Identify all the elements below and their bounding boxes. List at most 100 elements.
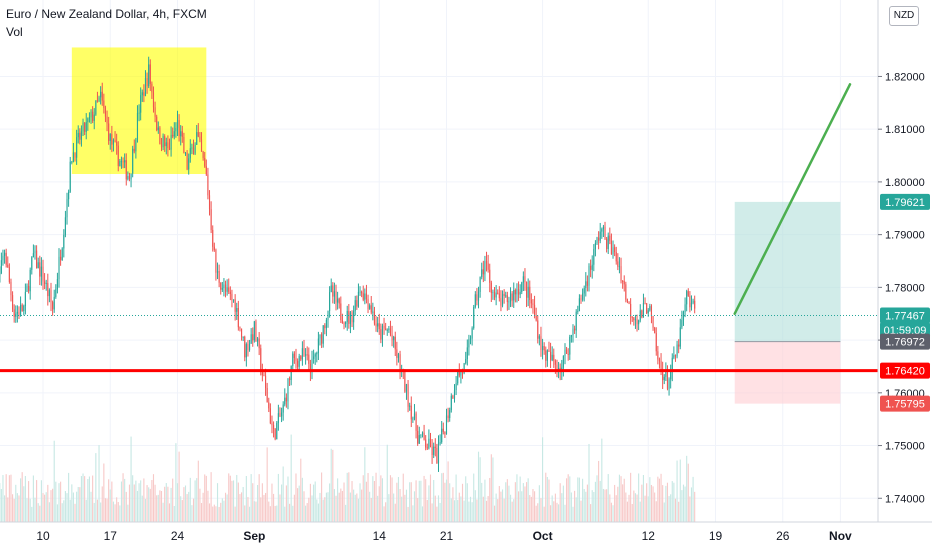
candle-body	[221, 288, 223, 290]
candle-body	[292, 353, 294, 367]
candle-body	[546, 350, 548, 361]
candle-body	[692, 300, 694, 303]
volume-bar	[418, 480, 420, 522]
candle-body	[5, 252, 7, 265]
volume-bar	[40, 480, 42, 522]
candle-body	[212, 229, 214, 247]
candle-body	[28, 286, 30, 292]
candle-body	[53, 296, 55, 310]
candle-body	[396, 349, 398, 358]
price-label-bg	[880, 333, 930, 350]
volume-bar	[618, 474, 620, 522]
candle-body	[2, 255, 4, 261]
currency-button[interactable]: NZD	[889, 6, 919, 26]
volume-bar	[84, 476, 86, 522]
volume-bar	[36, 480, 38, 522]
volume-bar	[93, 502, 95, 522]
volume-bar	[652, 486, 654, 522]
candle-body	[116, 141, 118, 146]
candle-body	[210, 209, 212, 230]
candle-body	[335, 291, 337, 303]
candle-body	[567, 353, 569, 355]
volume-bar	[108, 479, 110, 522]
price-label-bg	[880, 362, 930, 379]
candle-body	[119, 161, 121, 166]
volume-bar	[124, 478, 126, 522]
y-tick-label: 1.81000	[885, 124, 925, 136]
candle-body	[172, 134, 174, 137]
candle-body	[516, 289, 518, 295]
volume-bar	[525, 482, 528, 522]
candle-body	[482, 269, 484, 275]
candle-body	[12, 295, 14, 310]
volume-bar	[52, 488, 54, 522]
volume-bar	[369, 491, 371, 522]
volume-bar	[566, 478, 568, 522]
volume-bar	[109, 489, 111, 522]
candle-body	[369, 305, 371, 309]
candle-body	[293, 353, 295, 359]
volume-bar	[114, 504, 116, 522]
volume-bar	[455, 474, 457, 522]
volume-bar	[343, 482, 345, 522]
candle-body	[109, 134, 111, 141]
volume-bar	[615, 495, 617, 522]
y-tick-label: 1.82000	[885, 71, 925, 83]
volume-bar	[564, 504, 566, 522]
candle-body	[487, 263, 489, 270]
candle-body	[151, 83, 153, 93]
volume-bar	[558, 504, 560, 522]
candle-body	[570, 335, 572, 337]
projection-line	[733, 83, 852, 315]
volume-bar	[593, 492, 595, 522]
volume-bar	[152, 474, 155, 522]
volume-bar	[293, 494, 295, 522]
candle-body	[612, 247, 614, 255]
volume-bar	[104, 498, 107, 522]
candle-body	[114, 140, 116, 142]
candle-body	[465, 358, 467, 364]
volume-bar	[223, 500, 225, 522]
candle-body	[639, 310, 641, 321]
volume-bar	[329, 483, 331, 522]
candle-body	[622, 280, 624, 282]
volume-bar	[484, 479, 486, 522]
volume-bar	[63, 500, 65, 522]
candle-body	[256, 338, 259, 342]
volume-bar	[297, 488, 299, 522]
candle-body	[505, 295, 507, 297]
volume-bar	[303, 491, 305, 522]
candle-body	[141, 92, 143, 96]
volume-bar	[292, 505, 294, 522]
candle-body	[295, 358, 297, 361]
volume-bar	[490, 454, 492, 522]
candle-body	[503, 293, 505, 296]
volume-bar	[460, 496, 462, 522]
candle-body	[425, 439, 427, 448]
volume-bar	[636, 494, 638, 522]
volume-bar	[633, 490, 635, 522]
candle-body	[188, 158, 190, 170]
volume-bar	[577, 477, 579, 522]
volume-bar	[602, 488, 604, 522]
volume-bar	[655, 501, 657, 522]
volume-bar	[183, 487, 185, 522]
volume-bar	[176, 483, 179, 522]
candle-body	[594, 242, 596, 250]
candle-body	[615, 252, 617, 262]
volume-bar	[279, 494, 281, 522]
candle-body	[383, 325, 385, 329]
volume-bar	[148, 487, 150, 522]
volume-bar	[550, 505, 552, 522]
candle-body	[61, 248, 63, 261]
candle-body	[453, 390, 456, 399]
volume-bar	[77, 486, 79, 522]
candle-body	[63, 234, 65, 249]
candle-body	[106, 116, 108, 124]
candle-body	[332, 285, 334, 297]
volume-bar	[521, 491, 523, 522]
volume-bar	[112, 501, 115, 522]
volume-indicator-label[interactable]: Vol	[6, 25, 23, 39]
volume-bar	[612, 505, 614, 522]
